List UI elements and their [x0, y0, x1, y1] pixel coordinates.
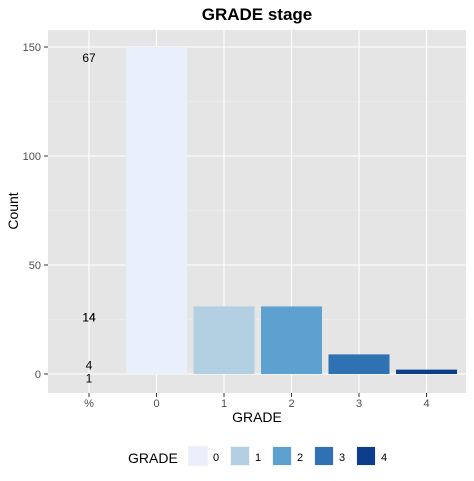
legend-label: 0: [213, 452, 219, 464]
percent-label: 1: [86, 371, 93, 385]
legend-swatch-4: [357, 447, 375, 465]
legend-swatch-3: [315, 447, 333, 465]
legend-swatch-0: [189, 447, 207, 465]
y-tick-label: 50: [29, 260, 41, 272]
y-tick-label: 150: [23, 42, 41, 54]
bar-1: [193, 306, 255, 374]
percent-label: 14: [82, 310, 96, 324]
bar-3: [328, 354, 390, 374]
legend-swatch-2: [273, 447, 291, 465]
percent-label: 4: [86, 358, 93, 372]
legend: GRADE 0 1 2 3 4: [128, 446, 387, 466]
x-tick-label: 2: [288, 398, 294, 410]
percent-label: 14: [82, 310, 96, 324]
x-axis-title: GRADE: [232, 409, 282, 425]
legend-label: 4: [381, 452, 387, 464]
legend-swatch-1: [231, 447, 249, 465]
x-tick-label: 3: [356, 398, 362, 410]
x-tick-label: %: [84, 398, 94, 410]
x-tick-label: 1: [221, 398, 227, 410]
y-tick-label: 100: [23, 151, 41, 163]
x-axis-ticks: % 0 1 2 3 4: [84, 393, 430, 410]
percent-label: 67: [82, 51, 96, 65]
bars: [126, 47, 457, 374]
legend-label: 3: [339, 452, 345, 464]
y-axis-ticks: 0 50 100 150: [23, 42, 48, 381]
bar-4: [396, 369, 457, 374]
y-tick-label: 0: [35, 369, 41, 381]
y-axis-title: Count: [5, 192, 21, 229]
bar-2: [261, 306, 322, 374]
bar-0: [126, 47, 187, 374]
legend-title: GRADE: [128, 450, 178, 466]
legend-items: 0 1 2 3 4: [188, 446, 387, 466]
legend-label: 2: [297, 452, 303, 464]
plot-panel: [48, 30, 466, 393]
x-tick-label: 4: [423, 398, 429, 410]
chart-title: GRADE stage: [202, 5, 313, 24]
legend-label: 1: [255, 452, 261, 464]
x-tick-label: 0: [153, 398, 159, 410]
